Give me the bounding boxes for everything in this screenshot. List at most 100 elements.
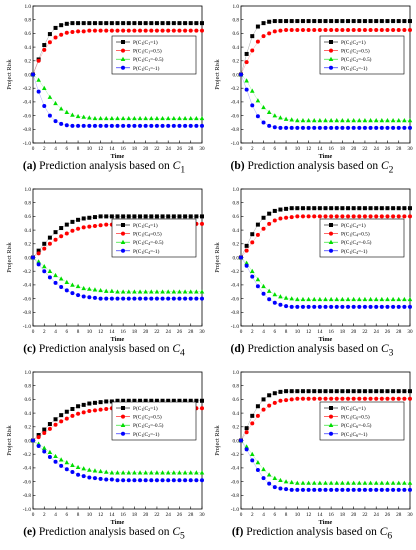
data-point: [323, 389, 328, 394]
y-tick-label: 0.4: [233, 228, 240, 234]
y-tick-label: 0.4: [25, 411, 32, 417]
data-point: [396, 487, 401, 492]
data-point: [171, 21, 176, 26]
data-point: [351, 206, 356, 211]
data-point: [396, 125, 401, 130]
data-point: [329, 206, 334, 211]
x-tick-label: 28: [396, 146, 402, 152]
x-tick-label: 28: [188, 512, 194, 518]
data-point: [166, 296, 171, 301]
data-point: [154, 478, 159, 483]
data-point: [70, 413, 75, 418]
data-point: [126, 214, 131, 219]
y-axis-label: Project Risk: [6, 58, 13, 89]
data-point: [267, 123, 272, 128]
data-point: [149, 478, 154, 483]
data-point: [109, 477, 114, 482]
data-point: [59, 284, 64, 289]
x-tick-label: 28: [188, 329, 194, 335]
x-tick-label: 8: [285, 146, 288, 152]
data-point: [165, 289, 171, 294]
data-point: [31, 72, 35, 77]
x-tick-label: 20: [351, 329, 357, 335]
data-point: [132, 289, 137, 294]
data-point: [300, 19, 305, 24]
caption-panel-label: (e): [23, 526, 36, 538]
data-point: [312, 214, 317, 219]
y-tick-label: -0.6: [23, 113, 32, 119]
legend-marker: [121, 40, 125, 44]
data-point: [143, 289, 148, 294]
series-1: [239, 396, 412, 443]
data-point: [368, 396, 373, 401]
data-point: [346, 206, 351, 211]
data-point: [334, 487, 339, 492]
x-tick-label: 18: [340, 329, 346, 335]
data-point: [379, 396, 384, 401]
data-point: [346, 214, 351, 219]
data-point: [351, 19, 356, 24]
data-point: [323, 19, 328, 24]
y-tick-label: -0.4: [231, 100, 240, 106]
data-point: [329, 389, 334, 394]
y-axis-label: Project Risk: [6, 241, 13, 272]
data-point: [329, 19, 334, 24]
data-point: [183, 478, 188, 483]
series-3: [239, 255, 412, 309]
data-point: [109, 115, 115, 121]
data-point: [391, 125, 396, 130]
data-point: [64, 231, 69, 236]
data-point: [103, 115, 109, 121]
data-point: [188, 123, 193, 128]
legend-marker: [120, 239, 126, 244]
caption-symbol: C: [380, 160, 389, 172]
data-point: [374, 487, 379, 492]
data-point: [261, 283, 266, 289]
x-axis-label: Time: [111, 153, 125, 160]
data-point: [250, 421, 255, 426]
data-point: [407, 117, 413, 123]
x-tick-label: 6: [66, 512, 69, 518]
data-point: [42, 427, 47, 432]
x-tick-label: 28: [396, 329, 402, 335]
data-point: [408, 487, 412, 492]
data-point: [284, 398, 289, 403]
x-tick-label: 2: [251, 329, 254, 335]
data-point: [183, 28, 188, 33]
data-point: [402, 117, 407, 123]
series-line: [32, 257, 202, 292]
y-tick-label: 0.8: [25, 384, 32, 390]
y-tick-label: -0.2: [23, 86, 32, 92]
x-tick-label: 8: [77, 146, 80, 152]
data-point: [329, 396, 334, 401]
data-point: [149, 214, 154, 219]
data-point: [183, 398, 188, 403]
data-point: [272, 208, 277, 213]
data-point: [194, 289, 199, 294]
data-point: [295, 480, 300, 485]
data-point: [121, 478, 126, 483]
caption-panel-label: (a): [22, 160, 37, 172]
data-point: [317, 304, 322, 309]
chart-caption: (c) Prediction analysis based on C4: [0, 343, 208, 358]
data-point: [160, 398, 165, 403]
data-point: [183, 214, 188, 219]
data-point: [374, 214, 379, 219]
data-point: [143, 470, 148, 475]
chart-caption: (f) Prediction analysis based on C6: [208, 526, 416, 541]
data-point: [138, 398, 143, 403]
series-2: [238, 255, 413, 302]
data-point: [70, 112, 75, 117]
data-point: [154, 21, 159, 26]
x-tick-label: 0: [32, 512, 35, 518]
data-point: [340, 480, 345, 485]
data-point: [194, 21, 199, 26]
x-tick-label: 30: [407, 512, 413, 518]
legend: P(C1|C4=1) P(C1|C4=0.5)P(C1|C4=-0.5) P(C1|…: [319, 218, 405, 258]
x-tick-label: 2: [251, 146, 254, 152]
legend-marker: [121, 414, 125, 419]
x-tick-label: 2: [43, 512, 46, 518]
data-point: [402, 296, 407, 302]
data-point: [334, 125, 339, 130]
data-point: [255, 284, 260, 289]
